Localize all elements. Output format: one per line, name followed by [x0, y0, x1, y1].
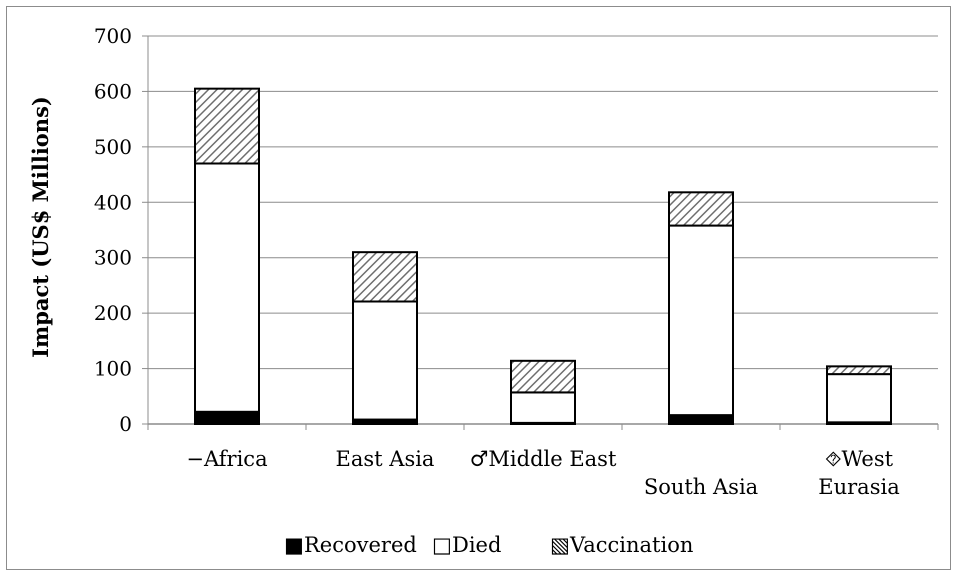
- y-tick-label: 600: [94, 79, 132, 103]
- legend-label-recovered: Recovered: [304, 533, 417, 557]
- bars: [194, 87, 892, 426]
- legend-label-vaccination: Vaccination: [569, 533, 693, 557]
- bar-segment-recovered: [668, 414, 734, 426]
- bar-segment-died: [826, 373, 892, 424]
- legend-swatch-vaccination: ▧: [550, 533, 570, 557]
- chart-frame: [6, 6, 951, 570]
- x-tick-label: ♂Middle East: [470, 447, 617, 471]
- bar-segment-recovered: [194, 410, 260, 426]
- bar-segment-died: [510, 391, 576, 424]
- y-tick-label: 300: [94, 246, 132, 270]
- y-axis-title: Impact (US$ Millions): [28, 96, 53, 358]
- y-tick-label: 700: [94, 24, 132, 48]
- gridlines: [148, 35, 938, 370]
- bar-segment-vaccination: [826, 365, 892, 376]
- y-tick-label: 100: [94, 357, 132, 381]
- legend: ■ Recovered □ Died ▧ Vaccination: [284, 533, 693, 557]
- legend-swatch-recovered: ■: [284, 533, 304, 557]
- bar-segment-died: [194, 162, 260, 413]
- x-tick-label: South Asia: [644, 475, 758, 499]
- y-tick-label: 0: [119, 412, 132, 436]
- bar-segment-died: [668, 224, 734, 417]
- x-tick-label: −Africa: [186, 447, 267, 471]
- y-tick-label: 200: [94, 301, 132, 325]
- legend-swatch-died: □: [432, 533, 452, 557]
- bar-segment-died: [352, 300, 418, 421]
- x-tick-label: East Asia: [336, 447, 435, 471]
- labels: 0 100 200 300 400 500 600 700 −Africa East Asia ♂M…: [94, 24, 900, 499]
- bar-segment-vaccination: [668, 191, 734, 227]
- y-tick-label: 500: [94, 135, 132, 159]
- legend-label-died: Died: [452, 533, 501, 557]
- x-tick-label: ⯑West Eurasia: [818, 447, 899, 499]
- bar-segment-vaccination: [352, 251, 418, 303]
- y-tick-label: 400: [94, 190, 132, 214]
- bar-segment-vaccination: [194, 87, 260, 165]
- bar-segment-vaccination: [510, 359, 576, 394]
